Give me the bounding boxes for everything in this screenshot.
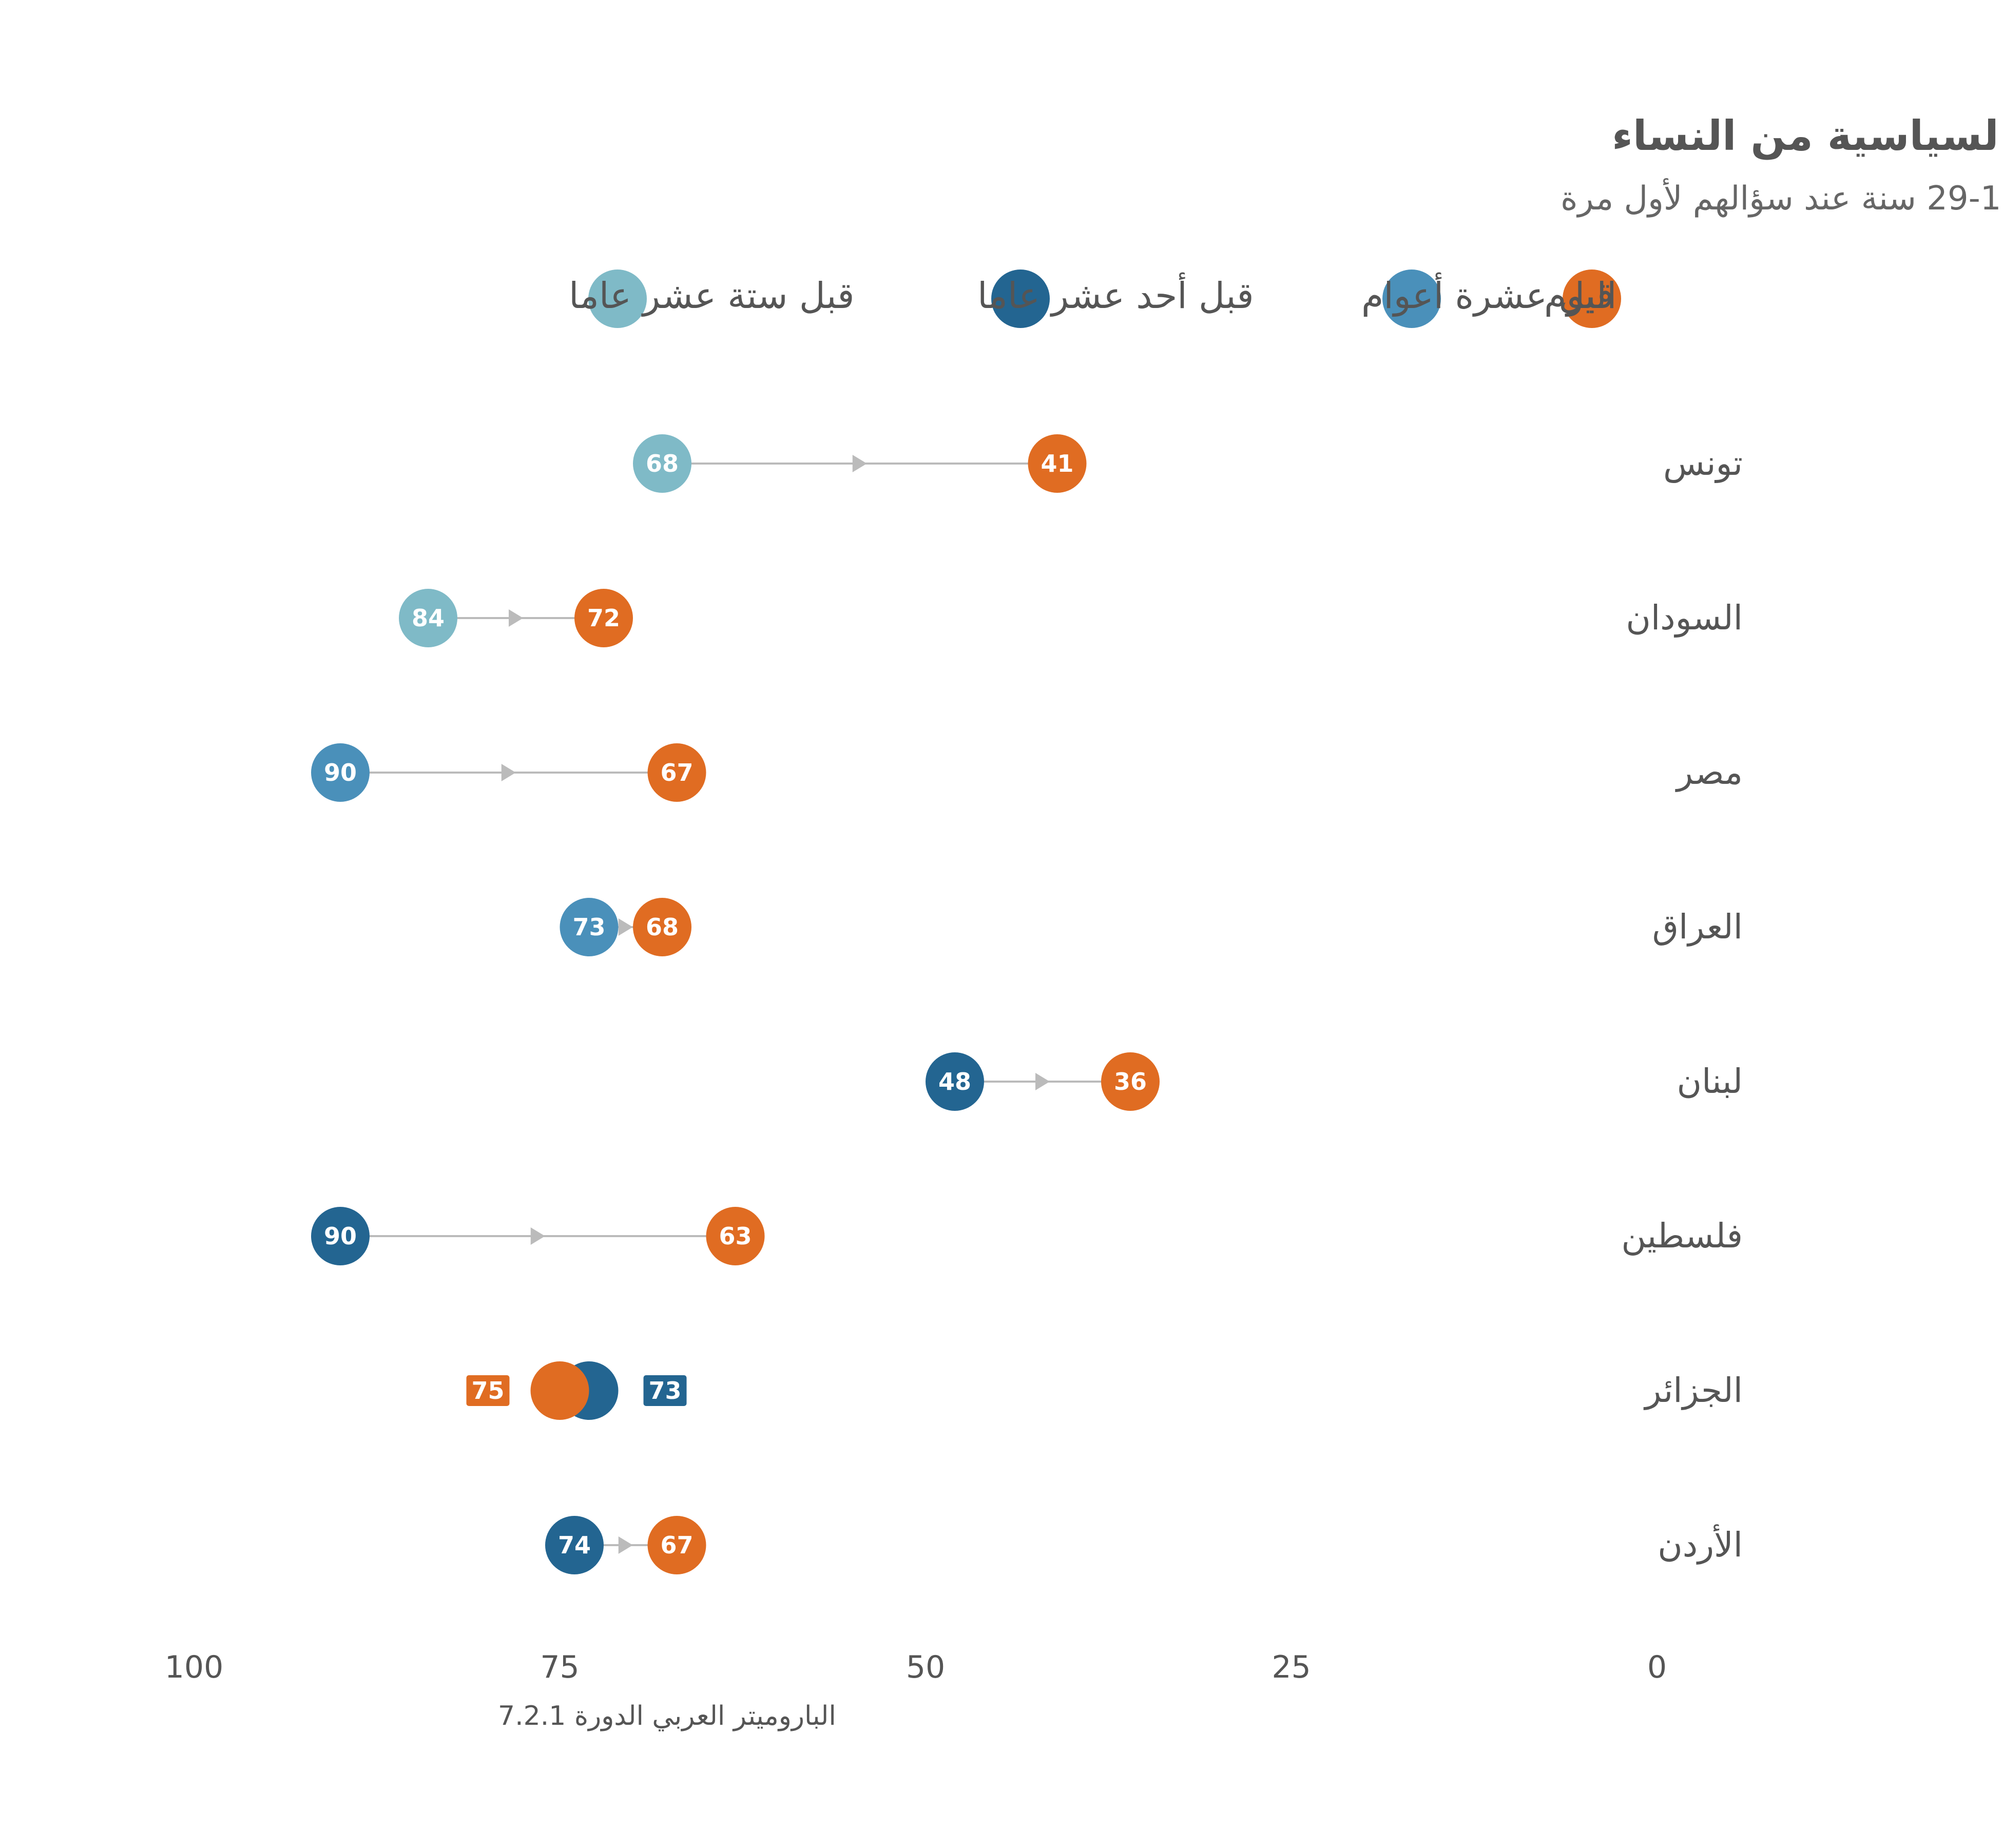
legend-item-ten: قبل عشرة أعوام xyxy=(1361,270,1614,328)
legend-item-today: اليوم xyxy=(1544,270,1621,328)
dot-today xyxy=(1101,1052,1160,1111)
row-5: فلسطين 90 63 xyxy=(311,1207,1743,1265)
value-label-before: 48 xyxy=(938,1068,971,1095)
legend-item-eleven: قبل أحد عشر عاما xyxy=(977,270,1254,328)
dot-before xyxy=(926,1052,984,1111)
country-label: لبنان xyxy=(1677,1062,1743,1101)
row-3: العراق 73 68 xyxy=(560,898,1743,956)
arrowhead xyxy=(618,918,633,936)
legend-swatch-today xyxy=(1563,270,1621,328)
chart-title: تغيّر في تأييد فكرة أن الرجال أفضل في ال… xyxy=(1612,109,2002,160)
row-0: تونس 68 41 xyxy=(633,434,1743,493)
country-label: مصر xyxy=(1675,753,1743,792)
dot-today xyxy=(706,1207,765,1265)
value-label-today: 41 xyxy=(1041,450,1073,477)
x-axis: 100 75 50 25 0 xyxy=(165,1649,1667,1685)
arrowhead xyxy=(530,1227,545,1245)
dot-today xyxy=(1028,434,1087,493)
value-label-today: 36 xyxy=(1114,1068,1147,1095)
arrowhead xyxy=(1035,1073,1050,1090)
x-tick-label: 75 xyxy=(540,1649,579,1685)
value-label-before: 73 xyxy=(648,1377,681,1404)
legend-swatch-sixteen xyxy=(588,270,647,328)
row-4: لبنان 48 36 xyxy=(926,1052,1743,1111)
dot-before xyxy=(560,898,619,956)
row-1: السودان 84 72 xyxy=(399,589,1743,647)
value-label-today: 67 xyxy=(660,759,693,786)
country-label: الجزائر xyxy=(1643,1371,1743,1410)
country-label: فلسطين xyxy=(1621,1216,1743,1256)
dot-before xyxy=(399,589,457,647)
badge-before xyxy=(643,1375,687,1406)
value-label-before: 90 xyxy=(324,1222,357,1250)
dot-today xyxy=(574,589,633,647)
value-label-before: 73 xyxy=(572,913,605,941)
dot-before xyxy=(311,743,370,802)
country-label: السودان xyxy=(1626,598,1743,638)
row-6: الجزائر 75 73 xyxy=(466,1361,1743,1420)
value-label-before: 68 xyxy=(646,450,679,477)
row-7: الأردن 74 67 xyxy=(545,1516,1743,1574)
x-tick-label: 50 xyxy=(906,1649,945,1685)
dot-today xyxy=(633,898,691,956)
value-label-today: 63 xyxy=(719,1222,752,1250)
legend-label-sixteen: قبل ستة عشر عاما xyxy=(569,275,854,317)
x-tick-label: 100 xyxy=(165,1649,224,1685)
dot-today xyxy=(647,1516,706,1574)
value-label-before: 90 xyxy=(324,759,357,786)
legend-label-today: اليوم xyxy=(1544,275,1616,317)
country-label: العراق xyxy=(1652,907,1743,947)
value-label-today: 75 xyxy=(471,1377,504,1404)
country-label: تونس xyxy=(1663,444,1743,483)
dot-before xyxy=(633,434,691,493)
chart-rows: تونس 68 41 السودان 84 72 مصر 90 67 العراق 73 68 لبنا… xyxy=(311,434,1743,1574)
dot-before xyxy=(311,1207,370,1265)
legend-label-ten: قبل عشرة أعوام xyxy=(1361,272,1614,317)
legend-swatch-eleven xyxy=(991,270,1050,328)
legend-item-sixteen: قبل ستة عشر عاما xyxy=(569,270,854,328)
source-note: الباروميتر العربي الدورة 7.2.1 xyxy=(498,1701,836,1731)
x-tick-label: 0 xyxy=(1647,1649,1667,1685)
x-tick-label: 25 xyxy=(1272,1649,1311,1685)
row-2: مصر 90 67 xyxy=(311,743,1743,802)
arrowhead xyxy=(501,764,516,781)
value-label-before: 84 xyxy=(412,604,445,632)
value-label-today: 72 xyxy=(587,604,620,632)
arrowhead xyxy=(852,455,867,472)
country-label: الأردن xyxy=(1658,1524,1743,1565)
arrowhead xyxy=(509,609,523,627)
value-label-today: 68 xyxy=(646,913,679,941)
dot-before xyxy=(545,1516,604,1574)
legend-label-eleven: قبل أحد عشر عاما xyxy=(977,272,1254,317)
legend-swatch-ten xyxy=(1382,270,1441,328)
dot-today xyxy=(647,743,706,802)
value-label-today: 67 xyxy=(660,1531,693,1559)
badge-today xyxy=(466,1375,510,1406)
value-label-before: 74 xyxy=(558,1531,591,1559)
arrowhead xyxy=(618,1536,633,1554)
dot-today xyxy=(530,1361,589,1420)
chart-subtitle: بين المواطنين الذين تراوحت أعمارهم بين 1… xyxy=(1561,177,2002,218)
